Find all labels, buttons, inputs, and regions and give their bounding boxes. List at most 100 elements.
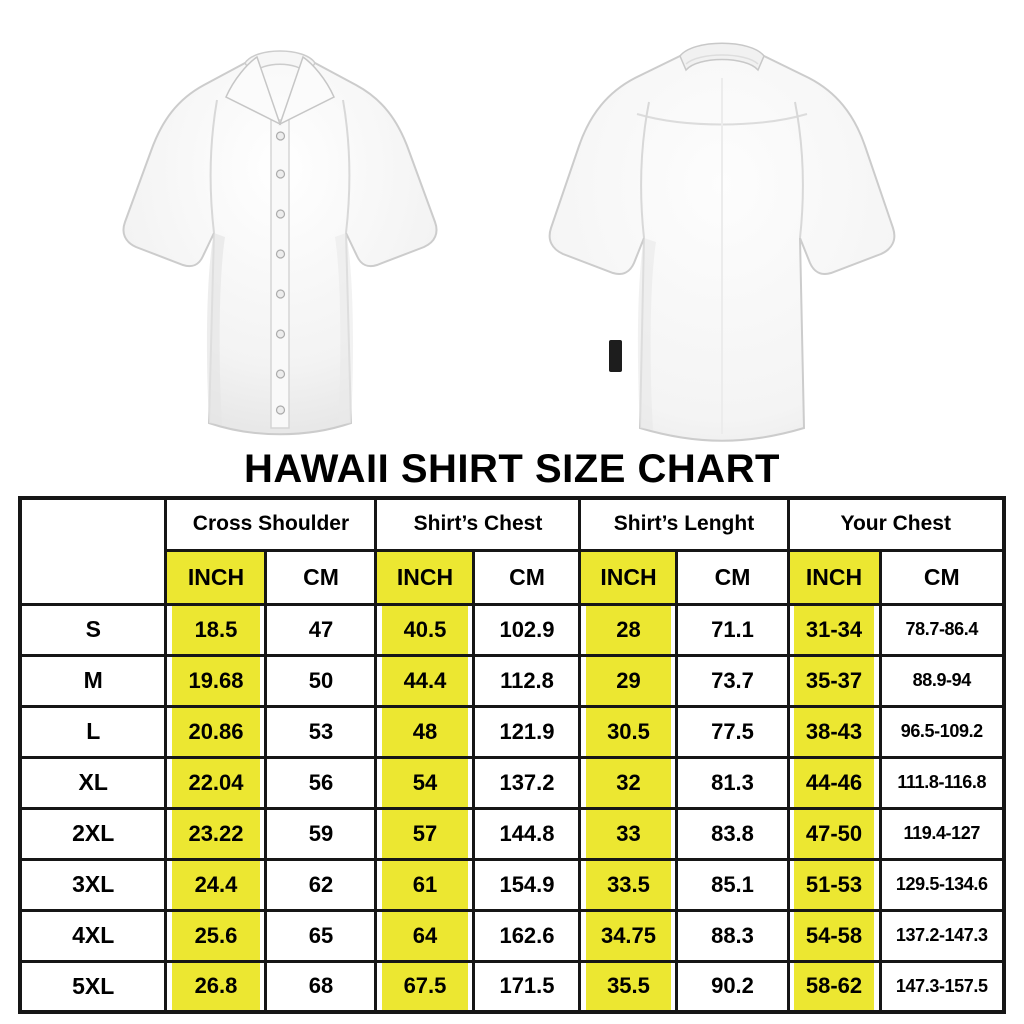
cell-shirt-chest-inch: 64	[374, 908, 476, 963]
table-row-s: S 18.5 47 40.5 102.9 28 71.1 31-34 78.7-…	[18, 602, 1006, 657]
cell-shirt-length-cm: 71.1	[675, 602, 790, 657]
cell-shirt-chest-inch: 67.5	[374, 959, 476, 1014]
cell-cross-shoulder-inch: 22.04	[164, 755, 268, 810]
size-label: S	[18, 602, 168, 657]
shirt-front-placket	[269, 119, 290, 429]
cell-cross-shoulder-inch: 20.86	[164, 704, 268, 759]
table-row-5xl: 5XL 26.8 68 67.5 171.5 35.5 90.2 58-62 1…	[18, 959, 1006, 1014]
cell-shirt-chest-cm: 154.9	[472, 857, 582, 912]
cell-cross-shoulder-inch: 26.8	[164, 959, 268, 1014]
column-group-cross-shoulder: Cross Shoulder	[164, 496, 378, 552]
cell-cross-shoulder-inch: 23.22	[164, 806, 268, 861]
cell-cross-shoulder-cm: 62	[264, 857, 378, 912]
shirt-back-collar-band	[678, 42, 765, 72]
size-label: 5XL	[18, 959, 168, 1014]
cell-shirt-length-inch: 32	[578, 755, 679, 810]
group-header-row: Cross Shoulder Shirt’s Chest Shirt’s Len…	[18, 496, 1006, 606]
table-row-2xl: 2XL 23.22 59 57 144.8 33 83.8 47-50 119.…	[18, 806, 1006, 861]
cell-your-chest-inch: 44-46	[786, 755, 882, 810]
shirt-back-collar-stitch	[684, 54, 759, 65]
cell-shirt-length-cm: 77.5	[675, 704, 790, 759]
cell-shirt-length-cm: 90.2	[675, 959, 790, 1014]
cell-your-chest-cm: 137.2-147.3	[878, 908, 1006, 963]
corner-cell	[18, 496, 168, 606]
column-group-shirts-chest: Shirt’s Chest	[374, 496, 582, 552]
shirt-front-image	[121, 50, 438, 436]
cell-shirt-chest-inch: 48	[374, 704, 476, 759]
shirt-front-right-sleeve-seam	[341, 99, 350, 234]
cell-shirt-length-cm: 85.1	[675, 857, 790, 912]
cell-your-chest-cm: 129.5-134.6	[878, 857, 1006, 912]
cell-cross-shoulder-inch: 25.6	[164, 908, 268, 963]
cell-your-chest-cm: 111.8-116.8	[878, 755, 1006, 810]
unit-header-inch: INCH	[164, 548, 268, 606]
shirt-images	[0, 0, 1024, 446]
cell-shirt-length-inch: 29	[578, 653, 679, 708]
cell-your-chest-inch: 51-53	[786, 857, 882, 912]
unit-header-cm: CM	[878, 548, 1006, 606]
cell-shirt-chest-inch: 57	[374, 806, 476, 861]
cell-shirt-chest-inch: 40.5	[374, 602, 476, 657]
cell-shirt-length-cm: 81.3	[675, 755, 790, 810]
size-chart-table: Cross Shoulder Shirt’s Chest Shirt’s Len…	[17, 496, 1006, 1014]
table-row-m: M 19.68 50 44.4 112.8 29 73.7 35-37 88.9…	[18, 653, 1006, 708]
cell-your-chest-inch: 47-50	[786, 806, 882, 861]
cell-cross-shoulder-inch: 24.4	[164, 857, 268, 912]
cell-your-chest-inch: 31-34	[786, 602, 882, 657]
cell-your-chest-inch: 35-37	[786, 653, 882, 708]
cell-shirt-length-inch: 34.75	[578, 908, 679, 963]
page-title: HAWAII SHIRT SIZE CHART	[244, 447, 780, 491]
cell-shirt-length-cm: 73.7	[675, 653, 790, 708]
cell-shirt-length-inch: 30.5	[578, 704, 679, 759]
cell-cross-shoulder-cm: 59	[264, 806, 378, 861]
cell-shirt-length-cm: 83.8	[675, 806, 790, 861]
cell-cross-shoulder-cm: 53	[264, 704, 378, 759]
unit-header-cm: CM	[675, 548, 790, 606]
table-row-3xl: 3XL 24.4 62 61 154.9 33.5 85.1 51-53 129…	[18, 857, 1006, 912]
cell-shirt-chest-cm: 102.9	[472, 602, 582, 657]
size-label: XL	[18, 755, 168, 810]
cell-cross-shoulder-inch: 19.68	[164, 653, 268, 708]
shirt-front-left-sleeve-seam	[209, 99, 218, 234]
unit-header-cm: CM	[264, 548, 378, 606]
shirt-front-left-shade	[206, 233, 225, 425]
size-label: 4XL	[18, 908, 168, 963]
column-group-shirts-length: Shirt’s Lenght	[578, 496, 790, 552]
cell-shirt-length-cm: 88.3	[675, 908, 790, 963]
cell-shirt-chest-cm: 162.6	[472, 908, 582, 963]
cell-cross-shoulder-cm: 47	[264, 602, 378, 657]
cell-your-chest-cm: 88.9-94	[878, 653, 1006, 708]
cell-shirt-length-inch: 33	[578, 806, 679, 861]
shirt-front-buttons	[275, 131, 285, 415]
size-label: L	[18, 704, 168, 759]
shirt-front-collar-left	[224, 55, 281, 126]
cell-shirt-length-inch: 35.5	[578, 959, 679, 1014]
cell-shirt-chest-cm: 171.5	[472, 959, 582, 1014]
table-row-xl: XL 22.04 56 54 137.2 32 81.3 44-46 111.8…	[18, 755, 1006, 810]
unit-header-inch: INCH	[786, 548, 882, 606]
cell-shirt-chest-cm: 144.8	[472, 806, 582, 861]
cell-cross-shoulder-cm: 68	[264, 959, 378, 1014]
cell-cross-shoulder-inch: 18.5	[164, 602, 268, 657]
cell-your-chest-cm: 78.7-86.4	[878, 602, 1006, 657]
table-row-l: L 20.86 53 48 121.9 30.5 77.5 38-43 96.5…	[18, 704, 1006, 759]
cell-shirt-length-inch: 33.5	[578, 857, 679, 912]
shirt-back-hem-tag	[608, 340, 622, 372]
shirt-back-left-shade	[637, 238, 656, 430]
size-label: 3XL	[18, 857, 168, 912]
cell-shirt-chest-inch: 61	[374, 857, 476, 912]
unit-header-inch: INCH	[578, 548, 679, 606]
cell-cross-shoulder-cm: 50	[264, 653, 378, 708]
column-group-your-chest: Your Chest	[786, 496, 1006, 552]
cell-cross-shoulder-cm: 56	[264, 755, 378, 810]
cell-your-chest-cm: 96.5-109.2	[878, 704, 1006, 759]
size-label: M	[18, 653, 168, 708]
cell-cross-shoulder-cm: 65	[264, 908, 378, 963]
cell-your-chest-inch: 38-43	[786, 704, 882, 759]
cell-your-chest-cm: 147.3-157.5	[878, 959, 1006, 1014]
shirt-back-left-sleeve-seam	[639, 101, 650, 239]
cell-shirt-chest-inch: 54	[374, 755, 476, 810]
unit-header-inch: INCH	[374, 548, 476, 606]
unit-header-row: INCH CM INCH CM INCH CM INCH CM	[20, 548, 1006, 606]
